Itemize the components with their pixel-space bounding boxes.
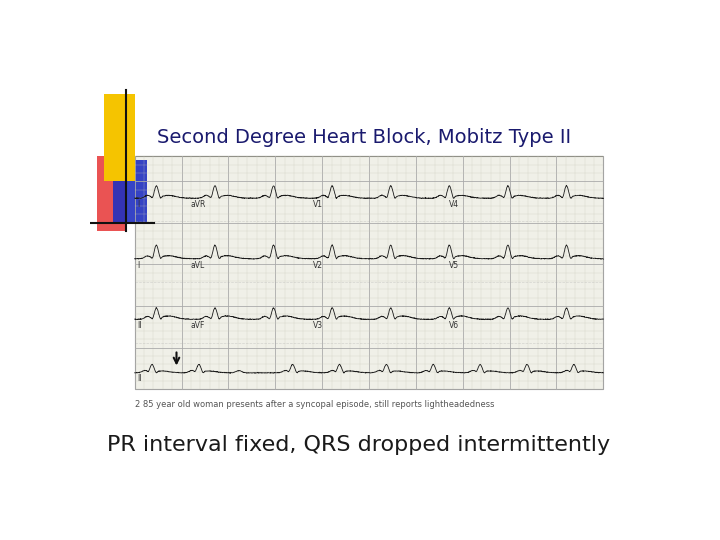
Bar xyxy=(96,156,127,231)
Text: aVR: aVR xyxy=(191,200,206,210)
Text: II: II xyxy=(137,374,142,383)
Text: V2: V2 xyxy=(312,261,323,270)
Text: PR interval fixed, QRS dropped intermittently: PR interval fixed, QRS dropped intermitt… xyxy=(107,435,610,455)
Text: V4: V4 xyxy=(449,200,459,210)
Text: 2 85 year old woman presents after a syncopal episode, still reports lightheaded: 2 85 year old woman presents after a syn… xyxy=(135,400,494,409)
Bar xyxy=(104,94,135,181)
Text: I: I xyxy=(137,200,139,210)
Text: V3: V3 xyxy=(312,321,323,330)
Text: Second Degree Heart Block, Mobitz Type II: Second Degree Heart Block, Mobitz Type I… xyxy=(157,128,571,147)
Text: V6: V6 xyxy=(449,321,459,330)
Text: V5: V5 xyxy=(449,261,459,270)
Text: I: I xyxy=(137,261,139,270)
Bar xyxy=(135,156,603,389)
Bar xyxy=(114,160,147,223)
Text: V1: V1 xyxy=(312,200,323,210)
Text: II: II xyxy=(137,321,142,330)
Text: aVF: aVF xyxy=(191,321,205,330)
Text: aVL: aVL xyxy=(191,261,205,270)
